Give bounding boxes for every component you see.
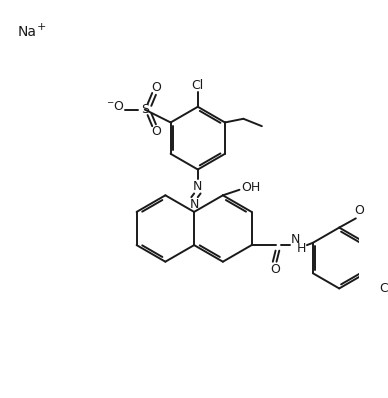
- Text: $^{-}$O: $^{-}$O: [106, 100, 125, 113]
- Text: N: N: [290, 233, 300, 246]
- Text: O: O: [271, 263, 281, 275]
- Text: O: O: [151, 125, 161, 138]
- Text: Cl: Cl: [380, 283, 388, 295]
- Text: O: O: [151, 81, 161, 94]
- Text: H: H: [297, 242, 306, 255]
- Text: Na: Na: [18, 25, 37, 39]
- Text: N: N: [193, 179, 203, 193]
- Text: OH: OH: [241, 181, 260, 195]
- Text: N: N: [189, 198, 199, 211]
- Text: +: +: [37, 21, 47, 31]
- Text: Cl: Cl: [192, 79, 204, 92]
- Text: S: S: [141, 103, 149, 116]
- Text: O: O: [355, 205, 364, 217]
